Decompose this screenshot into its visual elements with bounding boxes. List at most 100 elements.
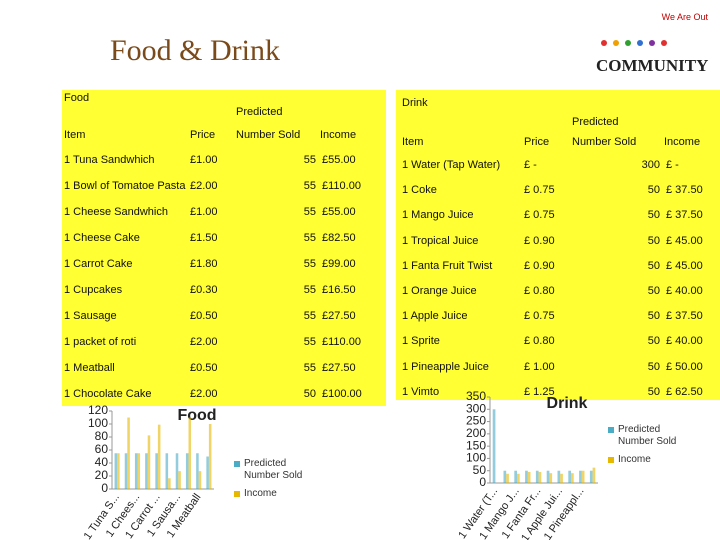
table-cell: 50 <box>647 335 660 348</box>
table-cell: £ - <box>524 159 537 171</box>
legend-label: Income <box>618 454 651 465</box>
table-cell: £ 40.00 <box>666 285 703 297</box>
table-cell: 1 packet of roti <box>64 336 137 348</box>
y-tick-label: 40 <box>95 455 109 469</box>
table-cell: £ 0.75 <box>524 310 555 323</box>
table-cell: 55 <box>303 362 316 374</box>
table-cell: £ 0.80 <box>524 285 555 297</box>
table-cell: 50 <box>647 209 660 222</box>
table-cell: 1 Mango Juice <box>402 209 474 222</box>
bar <box>188 417 192 489</box>
bar <box>517 473 520 483</box>
group-header: Predicted <box>236 106 283 118</box>
bar <box>514 470 517 483</box>
table-cell: £1.00 <box>190 154 218 166</box>
table-cell: £ 37.50 <box>666 184 703 197</box>
table-cell: 50 <box>647 310 660 323</box>
legend-label: Predicted Number Sold <box>618 424 677 447</box>
column-header: Income <box>664 136 701 148</box>
table-cell: 55 <box>303 180 316 192</box>
bar <box>155 453 158 489</box>
y-tick-label: 80 <box>95 429 109 443</box>
table-cell: 1 Sprite <box>402 335 440 348</box>
legend-label: Income <box>244 488 277 499</box>
table-cell: 1 Chocolate Cake <box>64 388 152 400</box>
table-title: Food <box>64 92 90 104</box>
table-cell: 1 Cupcakes <box>64 284 123 296</box>
column-header: Number Sold <box>236 129 301 141</box>
y-tick-label: 100 <box>466 451 486 465</box>
table-cell: 1 Coke <box>402 184 437 197</box>
bar <box>185 453 189 489</box>
y-tick-label: 120 <box>88 403 108 417</box>
table-cell: 1 Tuna Sandwhich <box>64 154 155 166</box>
table-cell: 1 Pineapple Juice <box>402 360 489 373</box>
bar <box>568 470 571 483</box>
table-cell: £2.00 <box>190 388 218 400</box>
table-cell: 55 <box>303 310 316 322</box>
legend-swatch <box>234 461 240 467</box>
table-cell: £2.00 <box>190 336 218 348</box>
table-cell: 50 <box>647 259 660 272</box>
table-cell: £0.50 <box>190 362 218 374</box>
table-cell: 1 Meatball <box>64 362 115 374</box>
table-cell: £2.00 <box>190 180 218 192</box>
bar <box>592 467 596 483</box>
bar <box>538 471 542 483</box>
table-cell: 55 <box>303 336 316 348</box>
column-header: Price <box>190 129 216 141</box>
table-cell: £110.00 <box>322 336 361 348</box>
table-cell: £0.50 <box>190 310 218 322</box>
bar <box>145 453 148 489</box>
tag: We Are Out <box>661 12 708 22</box>
table-cell: 50 <box>647 234 660 247</box>
table-cell: £ 0.90 <box>524 234 555 247</box>
table-cell: 55 <box>303 232 316 244</box>
table-cell: £ 50.00 <box>666 360 703 373</box>
table-cell: 1 Tropical Juice <box>402 234 479 247</box>
bar <box>178 471 181 489</box>
y-tick-label: 250 <box>466 414 486 428</box>
legend-swatch <box>608 427 614 433</box>
table-cell: £0.30 <box>190 284 218 296</box>
column-header: Income <box>320 129 357 141</box>
legend-entry: Predicted Number Sold <box>234 458 322 482</box>
table-cell: 1 Orange Juice <box>402 285 477 297</box>
bar <box>525 470 528 483</box>
bar <box>492 409 496 483</box>
table-cell: £ 45.00 <box>666 234 703 247</box>
column-header: Price <box>524 136 550 148</box>
table-cell: £55.00 <box>322 154 356 166</box>
table-cell: 1 Carrot Cake <box>64 258 133 270</box>
y-tick-label: 60 <box>95 442 109 456</box>
table-cell: 1 Fanta Fruit Twist <box>402 259 493 272</box>
table-cell: £ 40.00 <box>666 335 703 348</box>
bar <box>581 470 585 483</box>
bar <box>503 470 507 483</box>
bar <box>506 473 509 483</box>
table-cell: £ 0.75 <box>524 209 555 222</box>
table-cell: 50 <box>647 360 660 373</box>
legend-entry: Income <box>234 488 322 500</box>
table-cell: 1 Cheese Cake <box>64 232 140 244</box>
y-tick-label: 0 <box>101 481 108 495</box>
bar <box>114 453 118 489</box>
bar <box>147 435 151 489</box>
bar <box>557 470 561 483</box>
bar <box>198 471 202 489</box>
legend-swatch <box>608 457 614 463</box>
table-cell: £1.80 <box>190 258 218 270</box>
legend-label: Predicted Number Sold <box>244 458 303 481</box>
bar <box>208 424 212 489</box>
table-cell: £ 1.00 <box>524 360 555 373</box>
y-tick-label: 100 <box>88 416 108 430</box>
bar <box>175 453 179 489</box>
table-cell: £55.00 <box>322 206 356 218</box>
group-header: Predicted <box>572 116 619 128</box>
table-cell: £ 0.75 <box>524 184 555 197</box>
table-cell: £ 62.50 <box>666 385 703 398</box>
page-title: Food & Drink <box>110 34 281 67</box>
table-cell: 55 <box>303 284 316 296</box>
food-panel <box>62 90 386 406</box>
